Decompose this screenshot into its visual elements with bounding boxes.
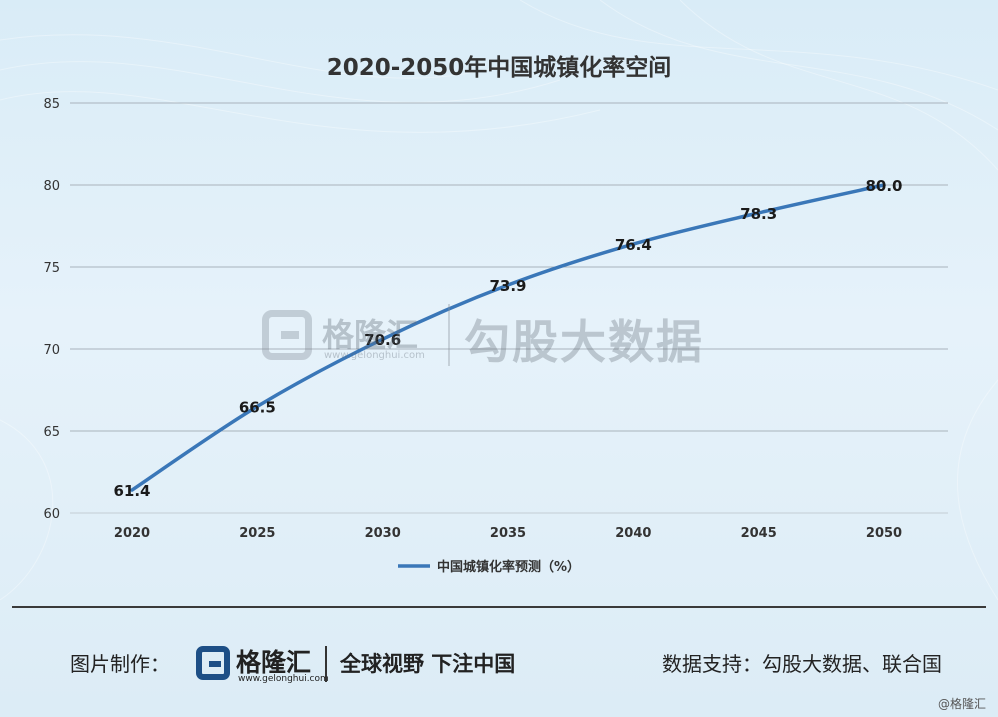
data-label: 73.9: [489, 277, 526, 295]
x-tick-label: 2025: [239, 526, 275, 541]
data-label: 76.4: [615, 236, 652, 254]
y-tick-label: 85: [43, 97, 60, 112]
data-label: 80.0: [865, 177, 902, 195]
y-tick-label: 65: [43, 425, 60, 440]
x-tick-label: 2020: [114, 526, 150, 541]
footer-separator: [325, 646, 327, 682]
footer-source: 数据支持：勾股大数据、联合国: [662, 652, 942, 676]
footer-logo-icon: [196, 646, 230, 680]
legend-label: 中国城镇化率预测（%）: [437, 559, 580, 575]
watermark-brand: 格隆汇: [322, 316, 419, 354]
footer-credit: @格隆汇: [938, 697, 987, 711]
data-label: 78.3: [740, 205, 777, 223]
watermark: 格隆汇 www.gelonghui.com 勾股大数据: [262, 302, 742, 372]
y-tick-label: 75: [43, 261, 60, 276]
footer-made-by-label: 图片制作：: [70, 652, 170, 676]
x-tick-label: 2030: [365, 526, 401, 541]
watermark-logo-icon: [262, 310, 312, 360]
chart-title: 2020-2050年中国城镇化率空间: [326, 55, 672, 81]
watermark-divider: [448, 304, 450, 366]
x-tick-label: 2035: [490, 526, 526, 541]
y-tick-label: 60: [43, 507, 60, 522]
series-line: [130, 183, 886, 492]
watermark-text: 勾股大数据: [464, 315, 704, 369]
x-tick-label: 2045: [741, 526, 777, 541]
y-tick-label: 70: [43, 343, 60, 358]
footer-brand: 格隆汇: [236, 648, 312, 677]
data-label: 61.4: [113, 482, 150, 500]
footer-url: www.gelonghui.com: [238, 674, 329, 684]
watermark-url: www.gelonghui.com: [324, 350, 425, 361]
x-tick-label: 2040: [615, 526, 651, 541]
data-label: 66.5: [239, 398, 276, 416]
y-tick-label: 80: [43, 179, 60, 194]
footer-slogan: 全球视野 下注中国: [340, 652, 516, 676]
x-tick-label: 2050: [866, 526, 902, 541]
line-chart: 60 65 70 75 80 85 2020 2025 2030 2035 2040 2045 2050…: [43, 97, 948, 575]
footer-divider: [12, 606, 986, 608]
data-label: 70.6: [364, 331, 401, 349]
